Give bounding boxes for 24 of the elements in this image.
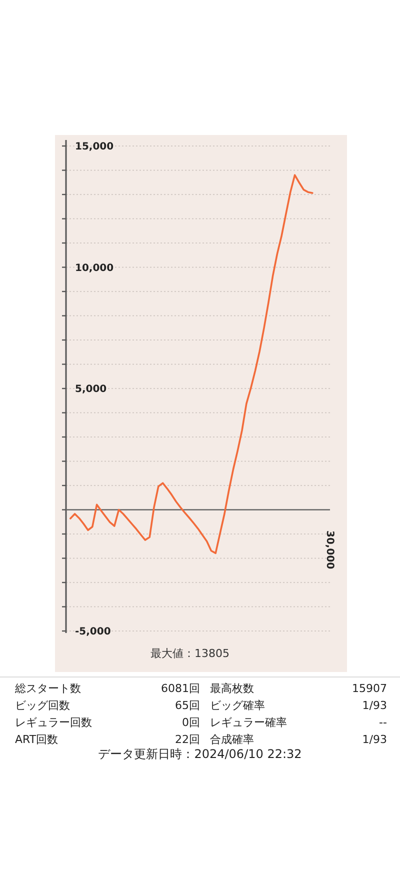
text: 総スタート数 <box>14 682 81 695</box>
text: 最大値：13805 <box>150 647 230 660</box>
line-series <box>70 174 314 554</box>
text: 30,000 <box>324 530 335 570</box>
text: 65回 <box>175 699 200 712</box>
y-tick-label: 10,000 <box>75 262 114 274</box>
text: 1/93 <box>362 699 387 712</box>
text: データ更新日時：2024/06/10 22:32 <box>98 747 302 761</box>
text: レギュラー確率 <box>210 716 287 729</box>
text: 1/93 <box>362 733 387 746</box>
text: -- <box>379 716 388 729</box>
text: 6081回 <box>161 682 200 695</box>
y-tick-label: -5,000 <box>75 626 111 638</box>
text: 合成確率 <box>210 733 254 746</box>
text: 22回 <box>175 733 200 746</box>
y-tick-label: 5,000 <box>75 384 107 395</box>
text: 最高枚数 <box>210 682 254 695</box>
text: レギュラー回数 <box>15 716 92 729</box>
text: ビッグ確率 <box>210 699 265 712</box>
y-tick-label: 15,000 <box>75 142 114 152</box>
text: ビッグ回数 <box>15 699 70 712</box>
text: 0回 <box>182 716 200 729</box>
text: ART回数 <box>15 733 58 746</box>
text: 15907 <box>352 682 387 695</box>
